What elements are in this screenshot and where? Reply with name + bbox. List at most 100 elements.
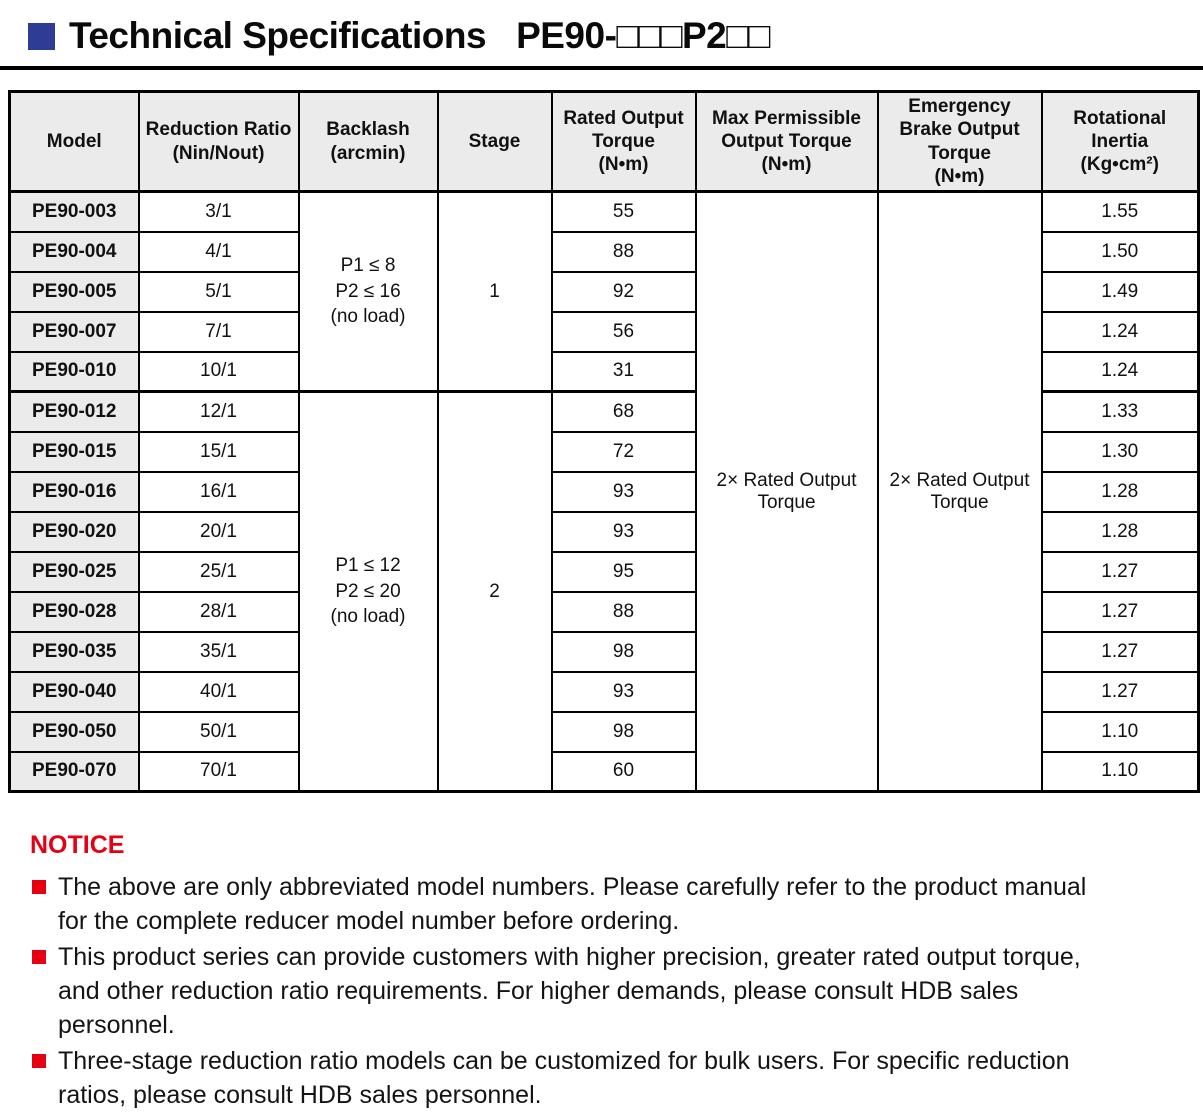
header-row: Model Reduction Ratio (Nin/Nout) Backlas… [8, 90, 1200, 193]
title-divider [0, 66, 1203, 70]
ratio-cell: 70/1 [137, 750, 300, 793]
col-header-emergency-brake-torque: Emergency Brake Output Torque (N•m) [876, 90, 1043, 193]
table-row: PE90-005 5/1 92 1.49 [8, 270, 1200, 313]
model-cell: PE90-050 [8, 710, 140, 753]
inertia-cell: 1.10 [1040, 750, 1200, 793]
ratio-cell: 4/1 [137, 230, 300, 273]
red-square-bullet-icon [32, 1054, 46, 1068]
ratio-cell: 50/1 [137, 710, 300, 753]
model-cell: PE90-007 [8, 310, 140, 353]
ratio-cell: 25/1 [137, 550, 300, 593]
notice-heading: NOTICE [30, 831, 125, 859]
torque-cell: 92 [550, 270, 697, 313]
model-cell: PE90-010 [8, 350, 140, 393]
table-row: PE90-007 7/1 56 1.24 [8, 310, 1200, 353]
title-bar: Technical Specifications PE90-□□□P2□□ [0, 0, 1203, 66]
model-cell: PE90-020 [8, 510, 140, 553]
ratio-cell: 15/1 [137, 430, 300, 473]
backlash-cell-stage1: P1 ≤ 8 P2 ≤ 16 (no load) [297, 190, 439, 393]
model-code: PE90-□□□P2□□ [516, 15, 770, 56]
table-row: PE90-003 3/1 P1 ≤ 8 P2 ≤ 16 (no load) 1 … [8, 190, 1200, 793]
notice-text: This product series can provide customer… [58, 943, 1081, 1039]
model-cell: PE90-005 [8, 270, 140, 313]
torque-cell: 93 [550, 670, 697, 713]
model-cell: PE90-040 [8, 670, 140, 713]
col-header-stage: Stage [436, 90, 553, 193]
inertia-cell: 1.49 [1040, 270, 1200, 313]
torque-cell: 98 [550, 630, 697, 673]
inertia-cell: 1.30 [1040, 430, 1200, 473]
inertia-cell: 1.27 [1040, 550, 1200, 593]
page-title: Technical Specifications PE90-□□□P2□□ [69, 15, 770, 57]
col-header-max-permissible-torque: Max Permissible Output Torque (N•m) [694, 90, 879, 193]
ratio-cell: 35/1 [137, 630, 300, 673]
notice-text: Three-stage reduction ratio models can b… [58, 1047, 1070, 1109]
inertia-cell: 1.24 [1040, 310, 1200, 353]
ratio-cell: 28/1 [137, 590, 300, 633]
model-cell: PE90-015 [8, 430, 140, 473]
model-cell: PE90-004 [8, 230, 140, 273]
table-row: PE90-035 35/1 98 1.27 [8, 630, 1200, 673]
red-square-bullet-icon [32, 880, 46, 894]
inertia-cell: 1.33 [1040, 390, 1200, 433]
ratio-cell: 3/1 [137, 190, 300, 233]
table-row: PE90-016 16/1 93 1.28 [8, 470, 1200, 513]
table-row: PE90-015 15/1 72 1.30 [8, 430, 1200, 473]
torque-cell: 98 [550, 710, 697, 753]
inertia-cell: 1.27 [1040, 630, 1200, 673]
col-header-model: Model [8, 90, 140, 193]
table-row: PE90-004 4/1 88 1.50 [8, 230, 1200, 273]
inertia-cell: 1.24 [1040, 350, 1200, 393]
table-row: PE90-040 40/1 93 1.27 [8, 670, 1200, 713]
max-permissible-cell: 2× Rated Output Torque [694, 190, 879, 793]
notice-text: The above are only abbreviated model num… [58, 873, 1087, 935]
title-square-icon [28, 22, 55, 50]
model-cell: PE90-035 [8, 630, 140, 673]
table-row: PE90-028 28/1 88 1.27 [8, 590, 1200, 633]
torque-cell: 68 [550, 390, 697, 433]
torque-cell: 88 [550, 590, 697, 633]
torque-cell: 55 [550, 190, 697, 233]
model-cell: PE90-028 [8, 590, 140, 633]
ratio-cell: 7/1 [137, 310, 300, 353]
ratio-cell: 16/1 [137, 470, 300, 513]
col-header-rated-torque: Rated Output Torque (N•m) [550, 90, 697, 193]
ratio-cell: 10/1 [137, 350, 300, 393]
notice-item: This product series can provide customer… [30, 940, 1105, 1042]
col-header-rotational-inertia: Rotational Inertia (Kg•cm²) [1040, 90, 1200, 193]
stage-cell-stage1: 1 [436, 190, 553, 393]
ratio-cell: 5/1 [137, 270, 300, 313]
notice-item: The above are only abbreviated model num… [30, 870, 1105, 938]
ratio-cell: 12/1 [137, 390, 300, 433]
torque-cell: 60 [550, 750, 697, 793]
inertia-cell: 1.27 [1040, 670, 1200, 713]
ratio-cell: 40/1 [137, 670, 300, 713]
emergency-brake-cell: 2× Rated Output Torque [876, 190, 1043, 793]
table-row: PE90-010 10/1 31 1.24 [8, 350, 1200, 393]
model-cell: PE90-016 [8, 470, 140, 513]
inertia-cell: 1.28 [1040, 470, 1200, 513]
table-row: PE90-070 70/1 60 1.10 [8, 750, 1200, 793]
table-row: PE90-020 20/1 93 1.28 [8, 510, 1200, 553]
torque-cell: 72 [550, 430, 697, 473]
torque-cell: 93 [550, 510, 697, 553]
ratio-cell: 20/1 [137, 510, 300, 553]
model-cell: PE90-070 [8, 750, 140, 793]
torque-cell: 56 [550, 310, 697, 353]
model-cell: PE90-012 [8, 390, 140, 433]
table-row: PE90-050 50/1 98 1.10 [8, 710, 1200, 753]
spec-table: Model Reduction Ratio (Nin/Nout) Backlas… [8, 90, 1200, 793]
table-row: PE90-012 12/1 P1 ≤ 12 P2 ≤ 20 (no load) … [8, 390, 1200, 793]
inertia-cell: 1.10 [1040, 710, 1200, 753]
notice-item: Three-stage reduction ratio models can b… [30, 1044, 1105, 1112]
inertia-cell: 1.27 [1040, 590, 1200, 633]
col-header-reduction-ratio: Reduction Ratio (Nin/Nout) [137, 90, 300, 193]
red-square-bullet-icon [32, 950, 46, 964]
table-row: PE90-025 25/1 95 1.27 [8, 550, 1200, 593]
torque-cell: 95 [550, 550, 697, 593]
torque-cell: 88 [550, 230, 697, 273]
stage-cell-stage2: 2 [436, 390, 553, 793]
model-cell: PE90-003 [8, 190, 140, 233]
torque-cell: 93 [550, 470, 697, 513]
torque-cell: 31 [550, 350, 697, 393]
